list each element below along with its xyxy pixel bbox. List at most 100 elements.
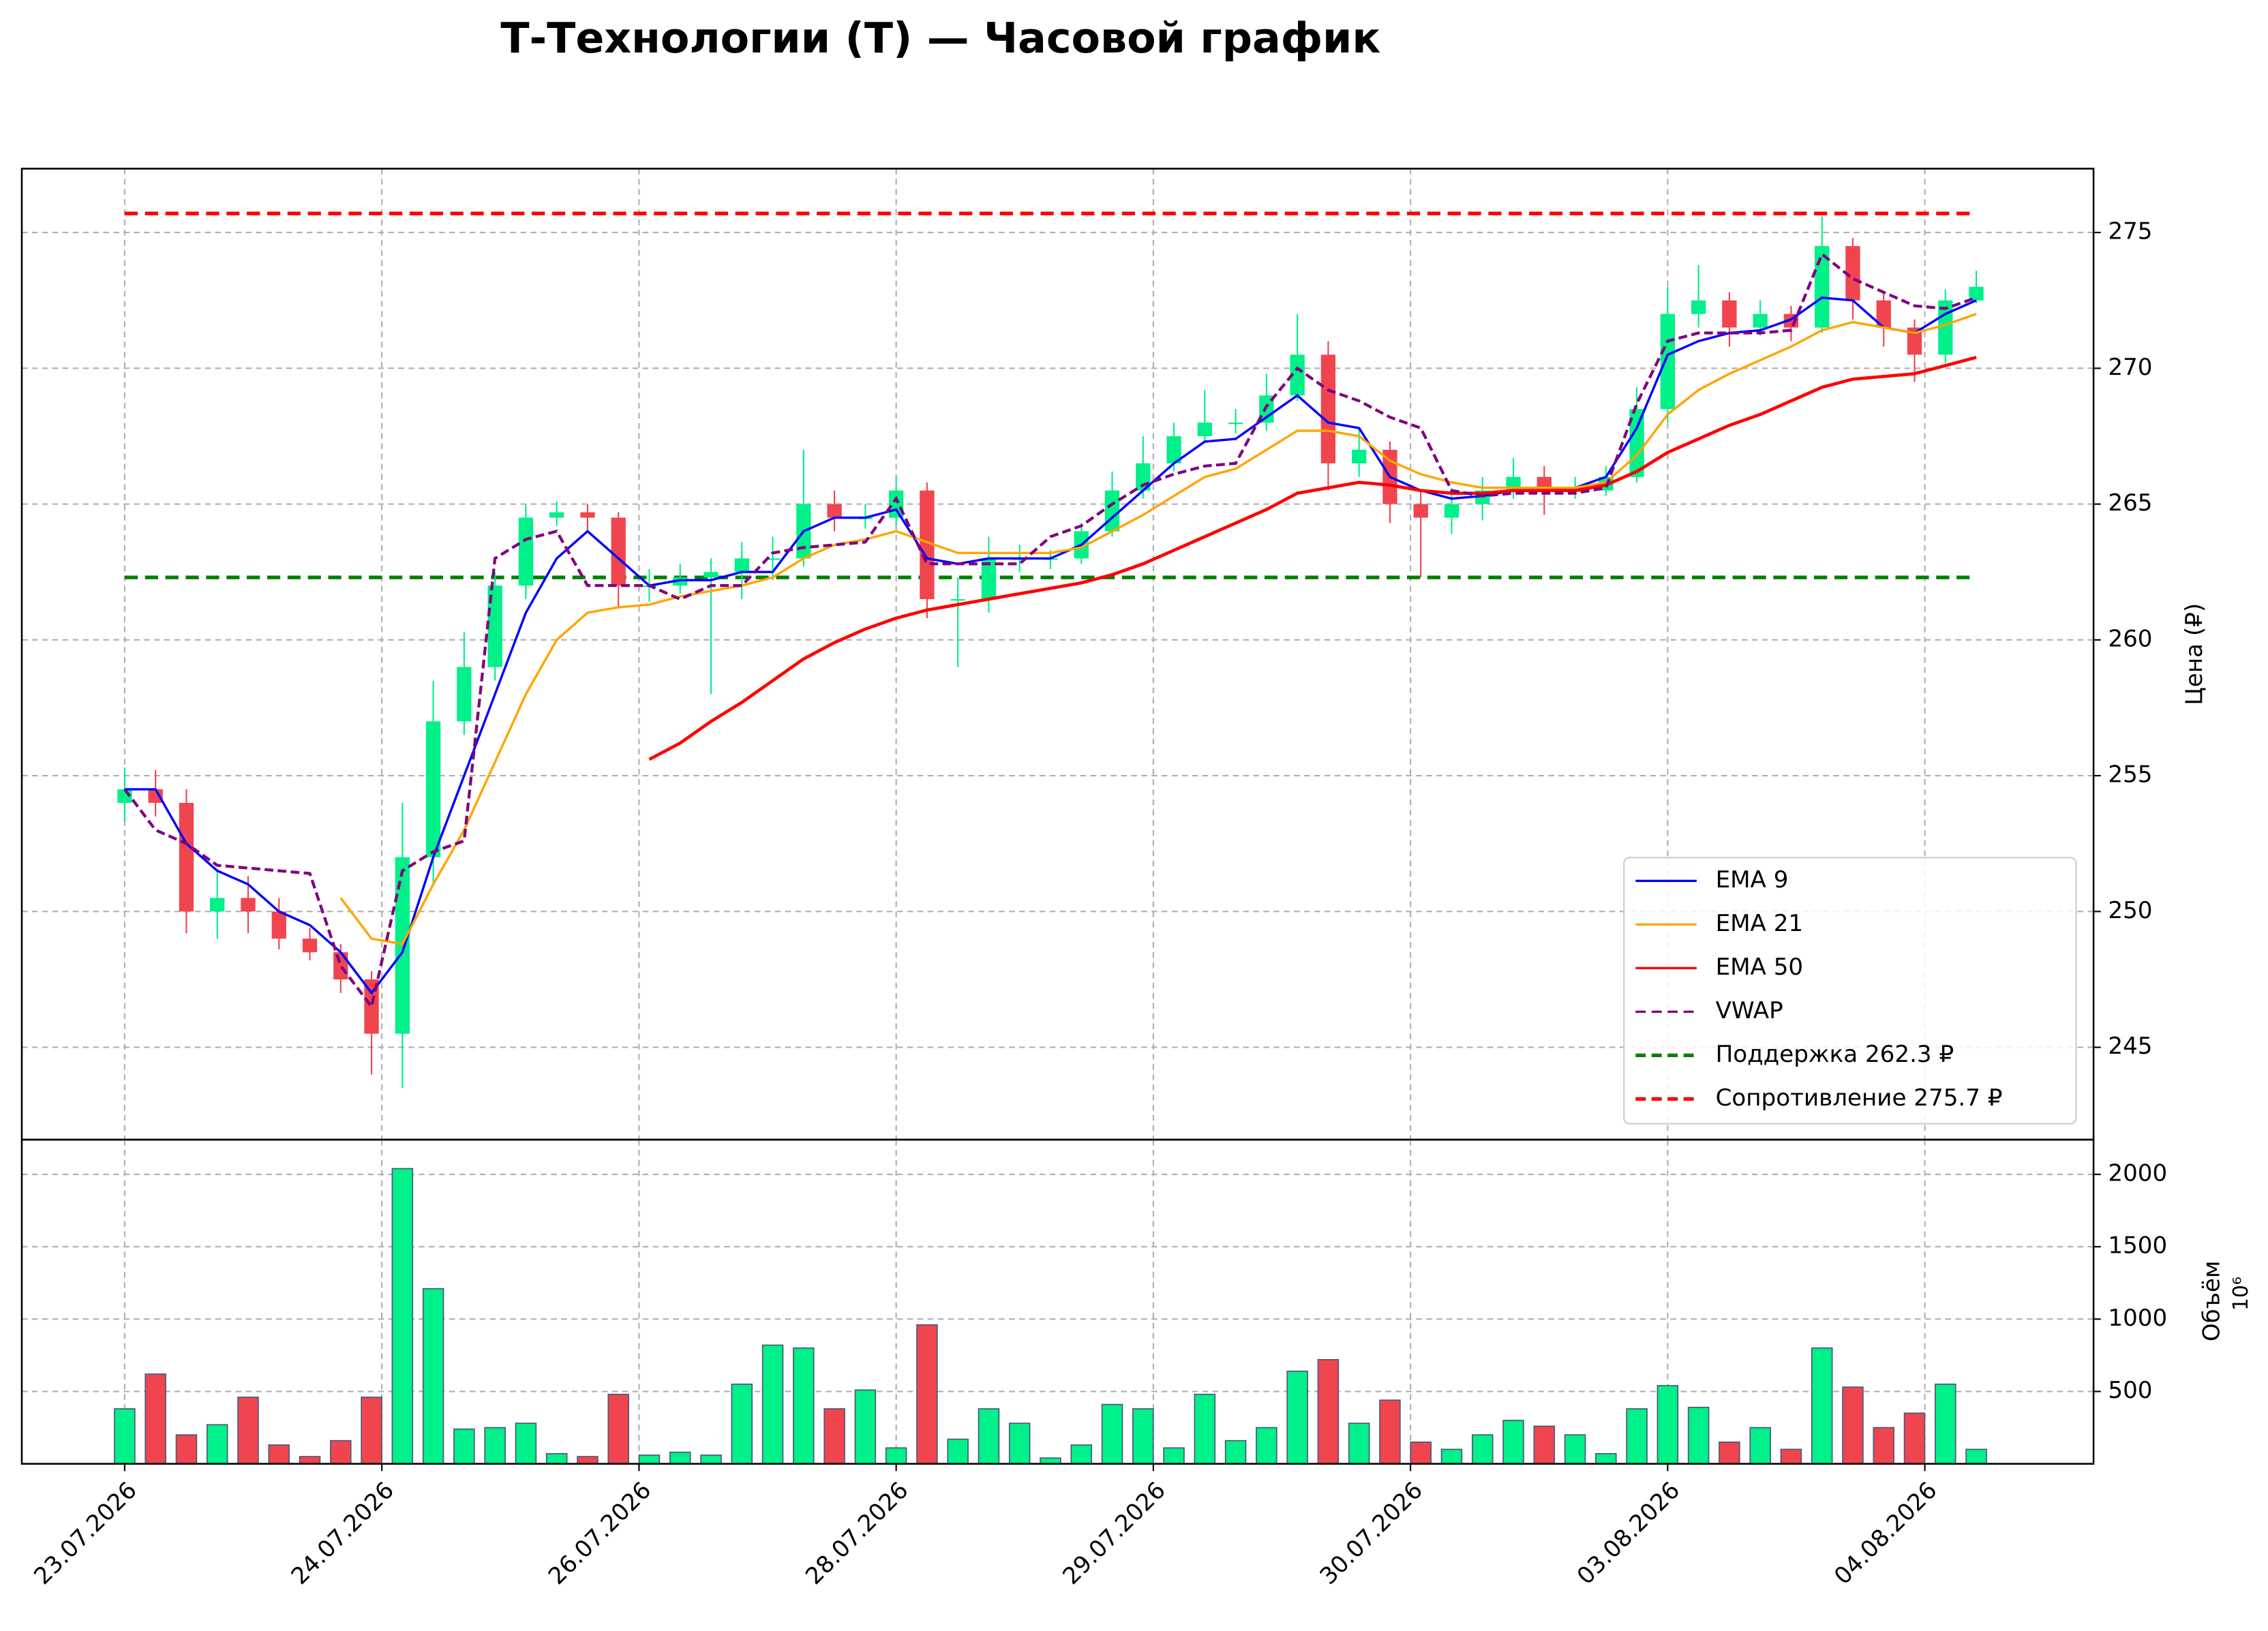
volume-bar xyxy=(1842,1386,1864,1465)
volume-bar xyxy=(453,1428,475,1465)
candle-body xyxy=(1907,327,1922,355)
candle-body xyxy=(1876,300,1891,328)
candle-body xyxy=(673,577,688,586)
legend-label: Поддержка 262.3 ₽ xyxy=(1716,1041,1954,1068)
volume-bar xyxy=(1317,1358,1340,1465)
volume-bar xyxy=(1224,1439,1247,1465)
chart-title: Т-Технологии (T) — Часовой график xyxy=(500,14,1380,63)
candle-body xyxy=(364,979,379,1034)
candle-body xyxy=(1290,354,1305,396)
candle-body xyxy=(549,512,564,518)
candle-body xyxy=(425,721,441,857)
candle-body xyxy=(1104,490,1120,532)
y-tick-label: 270 xyxy=(2108,354,2152,381)
candle-body xyxy=(1815,246,1830,328)
x-tick-label: 04.08.2026 xyxy=(1829,1477,1942,1590)
volume-bar xyxy=(916,1324,938,1465)
legend-label: EMA 50 xyxy=(1716,954,1804,981)
candle-body xyxy=(1722,300,1737,328)
volume-bar xyxy=(1780,1448,1802,1465)
indicator-line xyxy=(124,296,1977,995)
y-tick-label: 2000 xyxy=(2108,1160,2167,1187)
legend-label: EMA 21 xyxy=(1716,910,1804,937)
indicator-line xyxy=(123,251,1977,1010)
volume-bar xyxy=(1101,1403,1123,1465)
volume-bar xyxy=(237,1397,259,1465)
volume-bar xyxy=(577,1456,599,1465)
volume-bar xyxy=(361,1397,382,1465)
legend-label: VWAP xyxy=(1716,997,1783,1024)
volume-bar xyxy=(545,1452,568,1465)
candle-body xyxy=(827,504,842,518)
volume-bar xyxy=(1657,1385,1679,1465)
x-tick-label: 26.07.2026 xyxy=(543,1477,656,1590)
volume-bar xyxy=(1471,1434,1494,1465)
x-tick-label: 23.07.2026 xyxy=(29,1477,142,1590)
volume-bar xyxy=(761,1344,784,1465)
volume-bar xyxy=(1749,1427,1771,1465)
volume-axis-label: Объём xyxy=(2198,1260,2225,1341)
y-tick-label: 260 xyxy=(2108,625,2152,652)
candle-body xyxy=(888,490,904,518)
volume-bar xyxy=(978,1408,1000,1465)
indicator-line xyxy=(648,356,1977,761)
volume-bar xyxy=(422,1287,444,1465)
y-tick-label: 265 xyxy=(2108,489,2152,517)
volume-offset-label: 10⁶ xyxy=(2229,1277,2253,1311)
y-tick-label: 1000 xyxy=(2108,1305,2167,1332)
legend: EMA 9 EMA 21 EMA 50 VWAP Поддержка 262.3 ₽ Со… xyxy=(1623,857,2077,1125)
volume-bar xyxy=(700,1454,722,1465)
candle-body xyxy=(1753,314,1768,328)
volume-bar xyxy=(1163,1447,1185,1465)
volume-bar xyxy=(1687,1407,1710,1465)
volume-bar xyxy=(299,1456,321,1465)
candle-body xyxy=(981,558,997,600)
candle-body xyxy=(580,512,595,518)
volume-bar xyxy=(1348,1422,1370,1465)
plot-frame xyxy=(20,1138,2095,1465)
candle-body xyxy=(1629,409,1644,477)
y-tick-label: 275 xyxy=(2108,218,2152,245)
volume-bar xyxy=(731,1384,753,1465)
candle-body xyxy=(302,939,318,953)
volume-bar xyxy=(1440,1448,1463,1465)
volume-bar xyxy=(484,1427,506,1465)
candle-body xyxy=(1845,246,1860,301)
x-tick-label: 03.08.2026 xyxy=(1572,1477,1685,1590)
candle-body xyxy=(457,667,472,722)
candle-body xyxy=(765,558,781,560)
x-tick-label: 28.07.2026 xyxy=(800,1477,913,1590)
volume-bar xyxy=(391,1168,414,1465)
candle-body xyxy=(1197,423,1212,436)
volume-bar xyxy=(1379,1399,1401,1465)
volume-bar xyxy=(206,1424,228,1465)
volume-bar xyxy=(669,1451,691,1465)
volume-bar xyxy=(607,1393,629,1465)
volume-bar xyxy=(1502,1420,1524,1465)
candle-body xyxy=(518,517,534,586)
candle-body xyxy=(179,802,194,912)
y-tick-label: 1500 xyxy=(2108,1232,2167,1260)
candle-body xyxy=(395,857,410,1034)
volume-bar xyxy=(1564,1434,1586,1465)
volume-bar xyxy=(1811,1347,1833,1465)
volume-bar xyxy=(1194,1393,1216,1465)
x-tick-label: 29.07.2026 xyxy=(1057,1477,1170,1590)
y-tick-label: 500 xyxy=(2108,1377,2152,1404)
candle-body xyxy=(1413,504,1428,518)
x-tick-label: 24.07.2026 xyxy=(286,1477,399,1590)
volume-bar xyxy=(885,1447,907,1465)
x-tick-label: 30.07.2026 xyxy=(1315,1477,1428,1590)
candle-body xyxy=(487,585,502,667)
legend-label: Сопротивление 275.7 ₽ xyxy=(1716,1084,2003,1112)
candle-body xyxy=(241,898,256,912)
candle-body xyxy=(1320,354,1336,463)
candle-body xyxy=(1228,423,1243,425)
candle-body xyxy=(333,952,348,979)
y-axis-label: Цена (₽) xyxy=(2181,603,2208,705)
volume-bar xyxy=(1533,1425,1556,1465)
candle-body xyxy=(734,558,749,573)
candle-body xyxy=(1969,286,1984,301)
